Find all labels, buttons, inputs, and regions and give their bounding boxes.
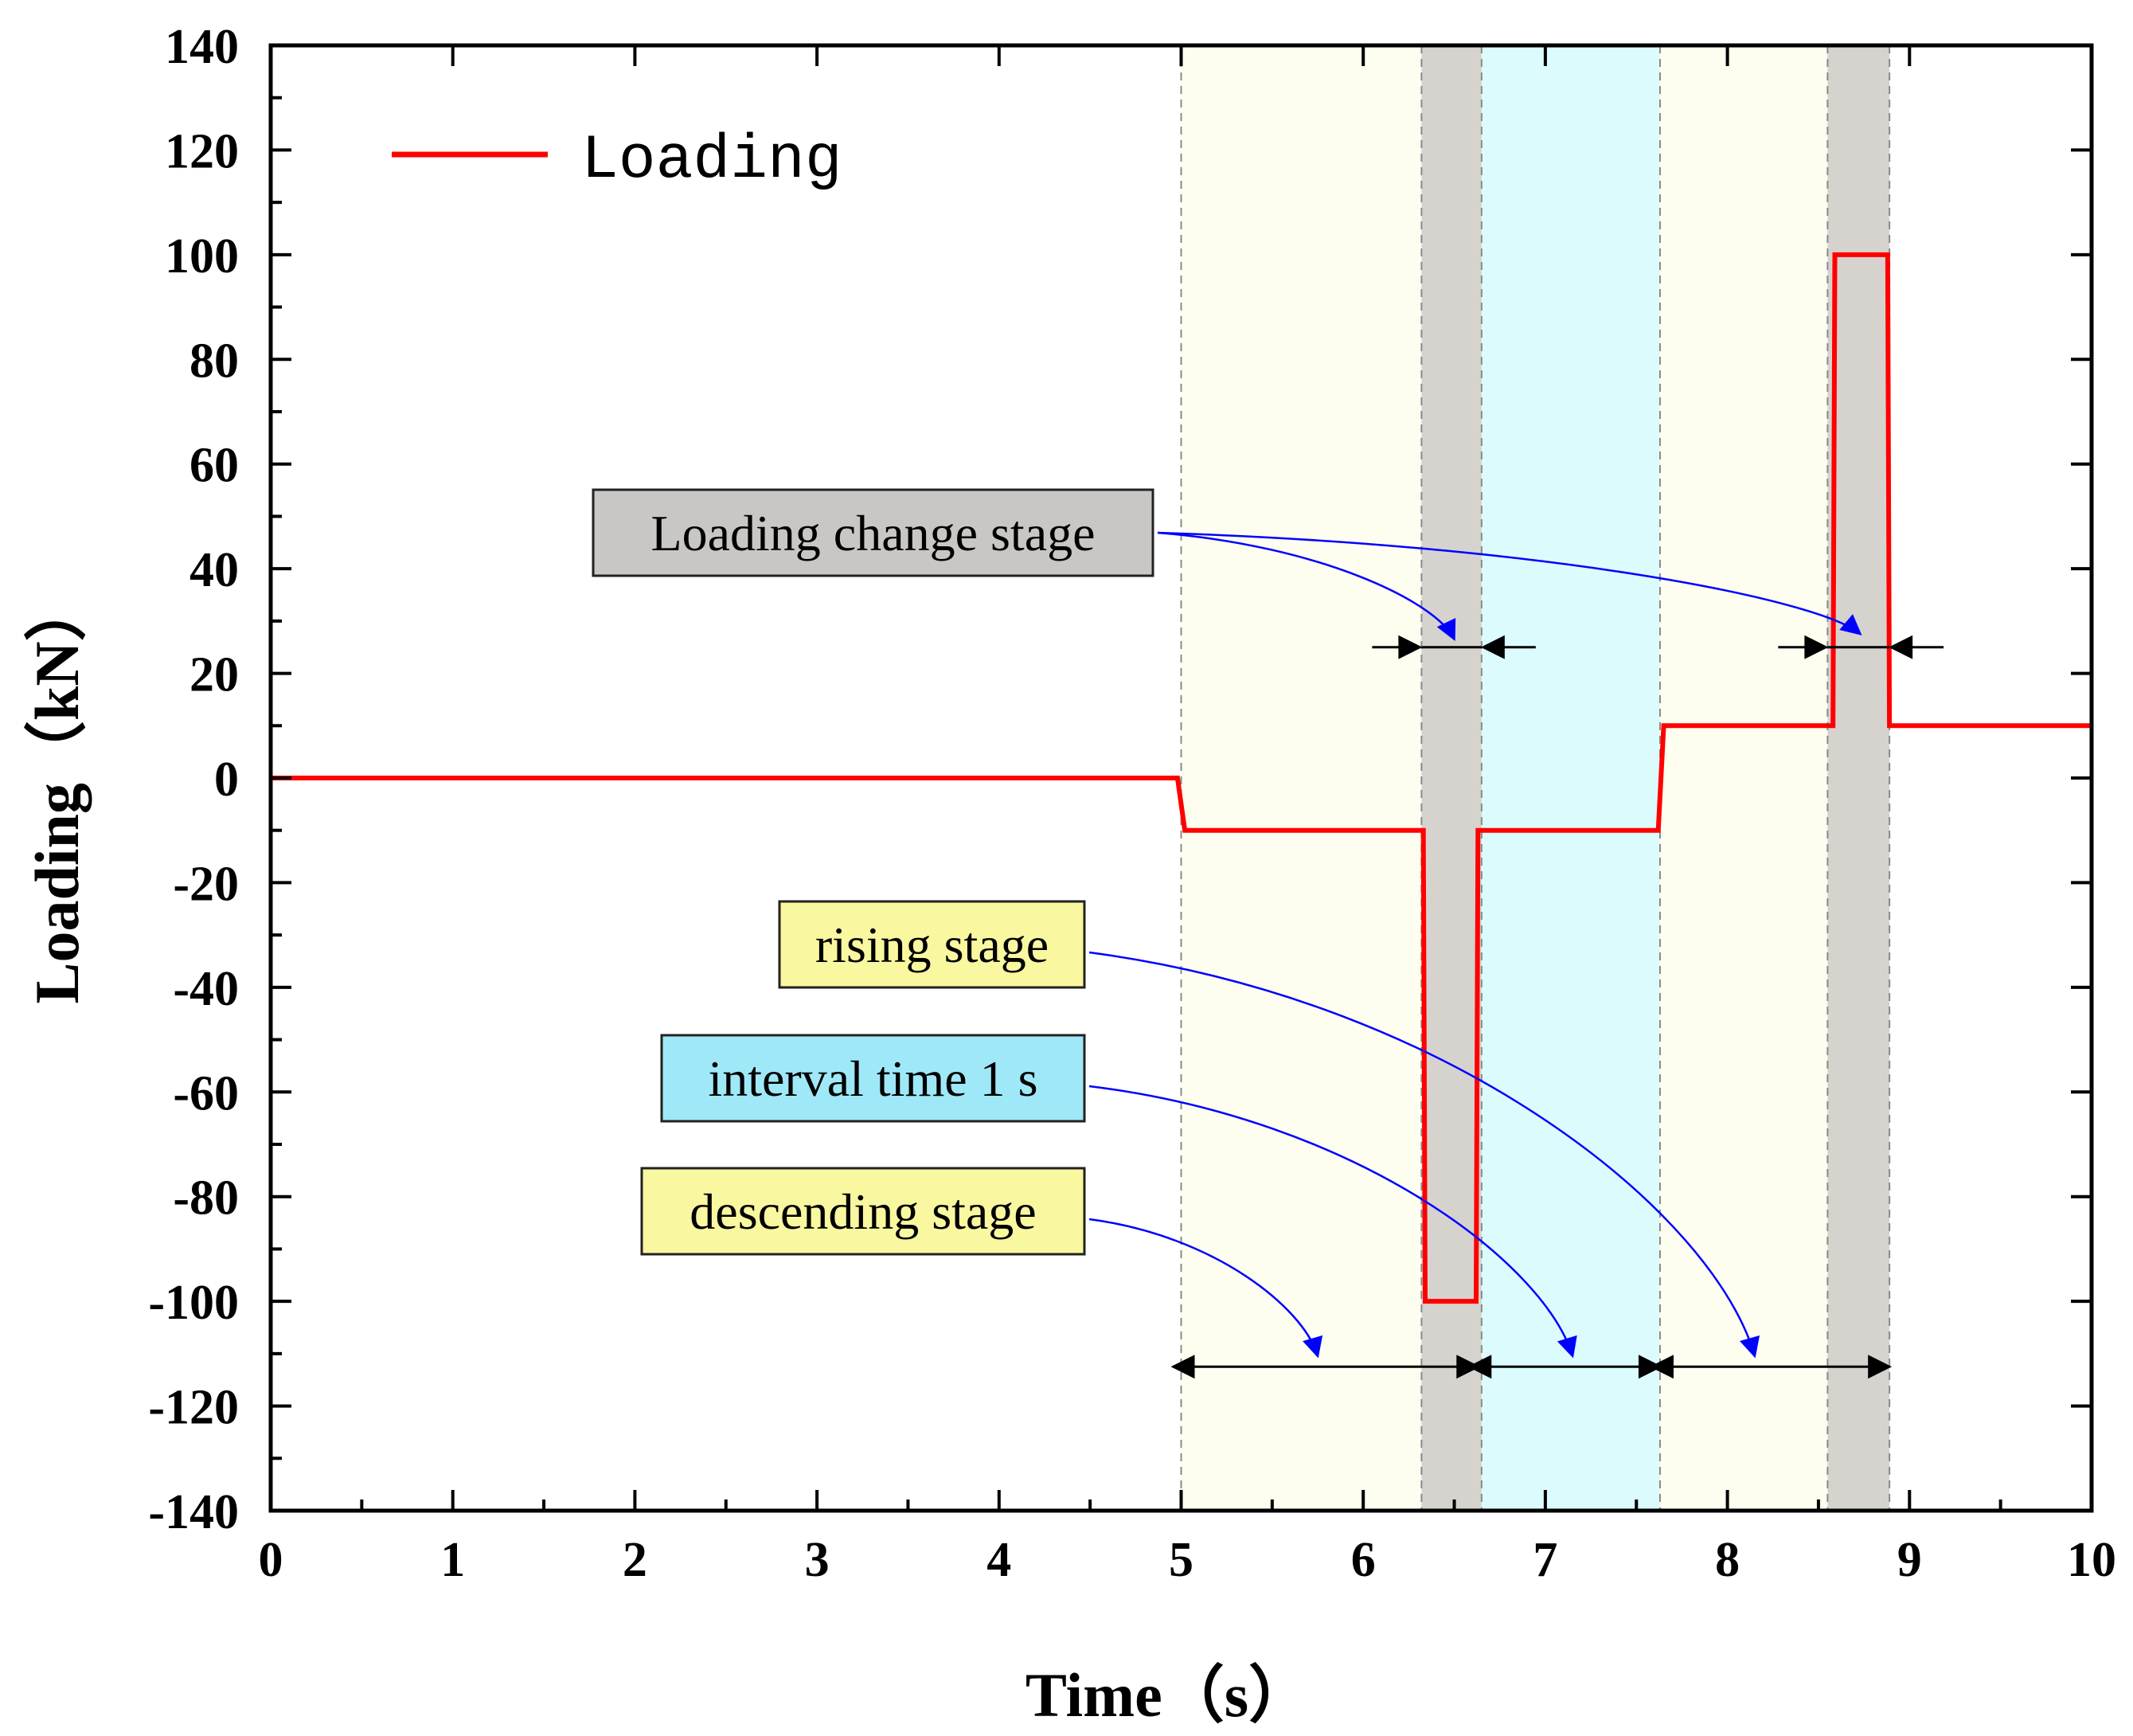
callout-arrow-0 [1157,531,1456,642]
span-arrows [1170,635,1944,1379]
callouts: Loading change stage rising stage interval… [592,488,1862,1359]
y-axis-title: Loading（kN） [22,579,92,1003]
y-tick-label: -20 [173,857,239,911]
y-tick-label: 140 [165,20,239,74]
callout-descending-stage: descending stage [640,1167,1323,1359]
x-tick-label: 5 [1169,1533,1193,1587]
y-tick-label: 60 [189,439,239,493]
x-tick-label: 1 [440,1533,465,1587]
callout-label: interval time 1 s [708,1050,1037,1107]
x-axis-title: Time（s） [1025,1660,1311,1730]
x-tick-label: 7 [1533,1533,1557,1587]
region-descending [1181,45,1422,1511]
callout-arrow-0 [1088,1085,1577,1359]
y-tick-label: -80 [173,1171,239,1226]
legend: Loading [392,126,842,196]
x-tick-label: 2 [623,1533,647,1587]
callout-interval-time-1-s: interval time 1 s [660,1034,1577,1359]
callout-arrow-0 [1088,1218,1323,1359]
y-tick-label: -100 [148,1276,239,1330]
y-tick-label: 120 [165,124,239,178]
callout-box [660,1034,1086,1123]
y-tick-label: -120 [148,1381,239,1435]
x-tick-label: 4 [986,1533,1011,1587]
callout-box [640,1167,1086,1256]
y-tick-label: 0 [214,753,239,807]
y-tick-label: -140 [148,1485,239,1539]
axis-ticks: 0 1 2 3 4 5 6 7 8 9 10 140 120 100 80 60 40 20 0 -20 -40 -60 -… [148,20,2116,1587]
y-tick-label: 80 [189,334,239,388]
x-tick-label: 0 [259,1533,283,1587]
callout-box [778,900,1086,989]
y-tick-label: 20 [189,648,239,702]
callout-label: Loading change stage [651,505,1096,561]
x-tick-label: 3 [805,1533,830,1587]
callout-label: descending stage [690,1183,1036,1240]
y-tick-label: -40 [173,962,239,1016]
callout-arrow-0 [1088,951,1760,1359]
y-tick-label: 100 [165,229,239,283]
callout-loading-change-stage: Loading change stage [592,488,1862,642]
x-tick-label: 6 [1351,1533,1376,1587]
callout-arrow-1 [1157,531,1862,635]
region-change-2 [1827,45,1890,1511]
x-tick-label: 9 [1897,1533,1922,1587]
x-tick-label: 8 [1715,1533,1740,1587]
region-interval [1481,45,1660,1511]
stage-regions [1181,45,1890,1511]
y-tick-label: -60 [173,1066,239,1120]
region-change-1 [1421,45,1482,1511]
region-rising [1659,45,1828,1511]
callout-label: rising stage [815,917,1049,973]
y-tick-label: 40 [189,543,239,597]
callout-box [592,488,1154,577]
x-tick-label: 10 [2067,1533,2116,1587]
series-line-loading [271,252,2092,1304]
legend-label-loading: Loading [581,126,842,196]
series-layer [271,252,2092,1304]
callout-rising-stage: rising stage [778,900,1760,1359]
